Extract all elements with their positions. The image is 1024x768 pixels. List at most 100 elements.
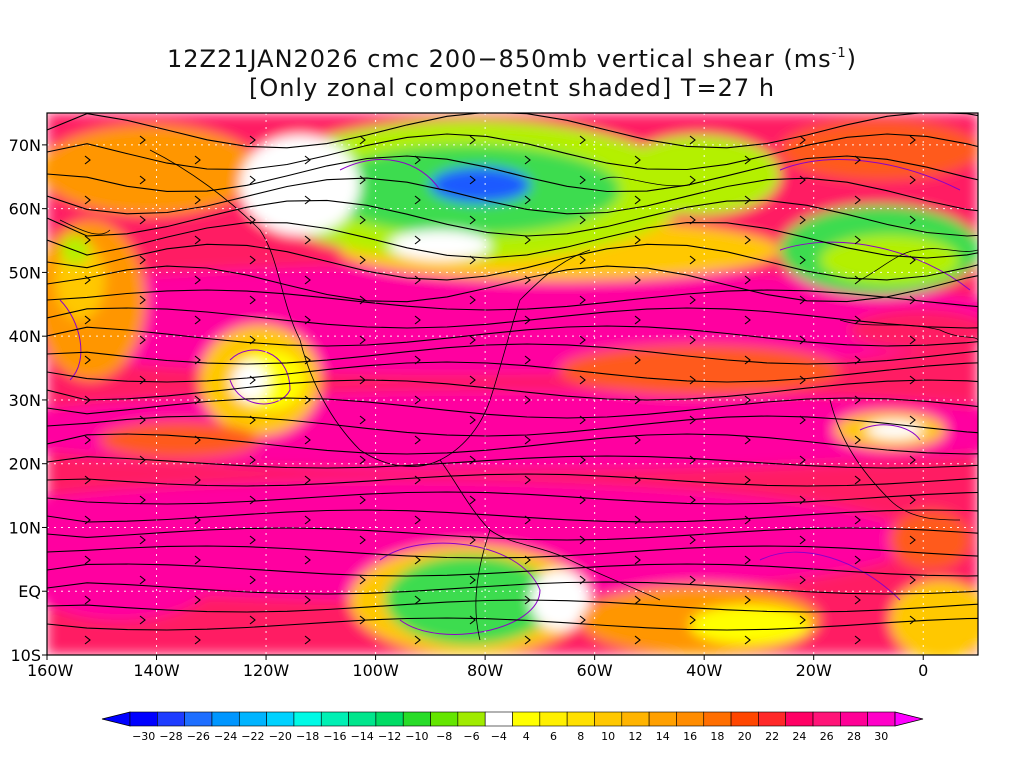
streamline-arrowhead	[249, 135, 256, 145]
streamline-arrowhead	[634, 315, 641, 325]
streamline-arrowhead	[304, 395, 311, 405]
streamline-arrowhead	[524, 635, 531, 645]
shaded-shear-field	[47, 113, 978, 655]
streamline-arrowhead	[634, 395, 641, 405]
streamline-arrowhead	[194, 555, 201, 565]
streamline-arrowhead	[194, 155, 201, 165]
streamline-arrowhead	[634, 475, 641, 485]
field-sahara-white	[867, 421, 923, 439]
streamline-arrowhead	[84, 155, 91, 165]
streamline-arrowhead	[909, 255, 916, 265]
streamline-arrowhead	[84, 635, 91, 645]
streamline-arrowhead	[799, 375, 806, 385]
streamline-arrowhead	[469, 495, 476, 505]
colorbar-swatch	[676, 711, 705, 727]
lon-label: 160W	[27, 661, 74, 680]
streamline	[47, 199, 978, 237]
streamline-arrowhead	[579, 375, 586, 385]
streamline	[47, 307, 978, 329]
coastline	[599, 176, 691, 187]
streamline-arrowhead	[249, 495, 256, 505]
lat-label: 30N	[9, 391, 41, 410]
streamline-arrowhead	[304, 595, 311, 605]
chart-title-line-2: [Only zonal componetnt shaded] T=27 h	[248, 74, 776, 102]
colorbar-swatch	[375, 711, 404, 727]
streamline-arrowhead	[194, 315, 201, 325]
streamline-arrowhead	[414, 515, 421, 525]
contour-line	[229, 349, 291, 405]
contour-line	[59, 299, 82, 381]
streamline-arrowhead	[634, 235, 641, 245]
streamline-arrowhead	[744, 235, 751, 245]
streamline-arrowhead	[139, 615, 146, 625]
streamline-arrowhead	[689, 495, 696, 505]
streamline-arrowhead	[689, 295, 696, 305]
streamline-arrowhead	[84, 235, 91, 245]
streamline-arrowhead	[139, 255, 146, 265]
contour-line	[779, 159, 961, 191]
field-mediterranean	[850, 310, 978, 350]
lon-label: 0	[918, 661, 928, 680]
coastline	[475, 529, 491, 641]
streamline-arrowhead	[84, 595, 91, 605]
streamline-arrowhead	[634, 635, 641, 645]
streamline-arrowhead	[414, 275, 421, 285]
coastline	[839, 319, 978, 341]
streamline-arrowhead	[799, 175, 806, 185]
streamline-arrowhead	[579, 615, 586, 625]
streamline	[47, 563, 978, 577]
streamline-arrowhead	[84, 315, 91, 325]
streamline-arrowhead	[799, 455, 806, 465]
streamline-arrowhead	[854, 235, 861, 245]
streamline-arrowhead	[909, 175, 916, 185]
streamline-arrowhead	[139, 535, 146, 545]
colorbar-label: −16	[323, 730, 346, 743]
streamline-arrowhead	[304, 315, 311, 325]
streamline-arrowhead	[909, 495, 916, 505]
colorbar-over-triangle	[894, 711, 924, 727]
field-africa-yellow	[890, 580, 978, 655]
streamline-arrowhead	[854, 635, 861, 645]
jet-core-pacific-south	[47, 520, 220, 620]
streamline-arrowhead	[139, 295, 146, 305]
title-text-suffix: )	[846, 45, 857, 73]
streamline-arrowhead	[249, 415, 256, 425]
streamline-arrowhead	[854, 195, 861, 205]
streamline-arrowhead	[524, 395, 531, 405]
streamline	[47, 325, 978, 347]
streamline-arrowhead	[524, 155, 531, 165]
streamline-arrowhead	[359, 415, 366, 425]
streamline-arrowhead	[84, 355, 91, 365]
streamline-arrowhead	[689, 415, 696, 425]
streamline-arrowhead	[139, 575, 146, 585]
streamline-arrowhead	[854, 275, 861, 285]
streamline-arrowhead	[799, 575, 806, 585]
colorbar-swatch	[402, 711, 431, 727]
colorbar-label: 24	[792, 730, 806, 743]
colorbar-swatch	[812, 711, 841, 727]
colorbar-label: 18	[710, 730, 724, 743]
streamline-arrowhead	[909, 215, 916, 225]
streamline-arrowhead	[469, 615, 476, 625]
lon-label: 40W	[686, 661, 722, 680]
streamline-arrowhead	[799, 335, 806, 345]
streamline-arrowhead	[634, 195, 641, 205]
streamline-arrowhead	[249, 335, 256, 345]
streamline-arrowhead	[359, 575, 366, 585]
streamline-arrowhead	[744, 595, 751, 605]
streamline-arrowhead	[139, 215, 146, 225]
streamline-arrowhead	[689, 135, 696, 145]
streamline	[47, 397, 978, 419]
field-greenland-green	[620, 135, 780, 215]
streamline-arrowhead	[634, 155, 641, 165]
streamline	[47, 415, 978, 437]
streamline-arrowhead	[414, 595, 421, 605]
streamline-arrowhead	[304, 235, 311, 245]
streamline-arrowhead	[249, 535, 256, 545]
streamline-arrowhead	[524, 515, 531, 525]
colorbar-label: −28	[159, 730, 182, 743]
streamline-arrowhead	[909, 455, 916, 465]
streamline-arrowhead	[249, 455, 256, 465]
streamline-arrowhead	[579, 135, 586, 145]
